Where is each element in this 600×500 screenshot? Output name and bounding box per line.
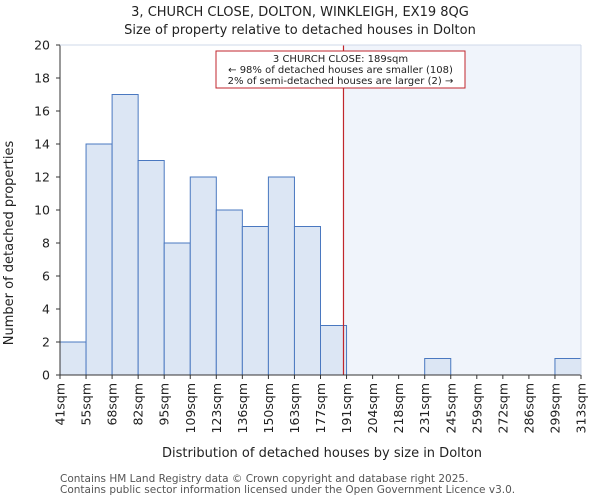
x-tick-label: 259sqm [469,383,484,433]
x-tick-label: 245sqm [443,383,458,433]
bar-123sqm [215,209,243,376]
annotation-box [215,50,466,89]
y-tick-label: 0 [42,368,50,383]
x-tick-label: 123sqm [209,383,224,433]
bar-95sqm [163,242,191,376]
x-tick-label: 204sqm [365,383,380,433]
y-axis-label: Number of detached properties [2,141,17,346]
y-tick-label: 14 [34,137,50,152]
footer-line-2: Contains public sector information licen… [60,484,516,496]
x-tick-label: 55sqm [79,383,94,426]
x-tick-label: 82sqm [131,383,146,426]
y-tick-label: 2 [42,335,50,350]
bar-136sqm [241,226,269,376]
x-tick-label: 191sqm [339,383,354,433]
x-tick-label: 109sqm [183,383,198,433]
x-tick-label: 150sqm [261,383,276,433]
y-tick-label: 12 [34,170,50,185]
chart-subtitle: Size of property relative to detached ho… [124,23,476,38]
bar-68sqm [111,94,139,376]
x-tick-label: 231sqm [417,383,432,433]
x-tick-label: 68sqm [105,383,120,426]
footer-line-1: Contains HM Land Registry data © Crown c… [60,473,469,485]
bar-82sqm [137,160,165,376]
bar-231sqm [424,358,452,376]
y-tick-label: 6 [42,269,50,284]
bar-55sqm [85,143,113,376]
x-tick-label: 286sqm [521,383,536,433]
bar-177sqm [320,325,348,376]
x-tick-label: 218sqm [391,383,406,433]
annotation-line-3: 2% of semi-detached houses are larger (2… [228,76,454,87]
x-tick-label: 177sqm [313,383,328,433]
y-tick-label: 16 [34,104,50,119]
annotation-line-2: ← 98% of detached houses are smaller (10… [228,65,453,76]
bar-299sqm [554,358,582,376]
y-tick-label: 18 [34,71,50,86]
y-tick-label: 8 [42,236,50,251]
chart-title: 3, CHURCH CLOSE, DOLTON, WINKLEIGH, EX19… [131,5,469,20]
y-tick-label: 4 [42,302,50,317]
annotation-line-1: 3 CHURCH CLOSE: 189sqm [273,54,408,65]
x-tick-label: 41sqm [53,383,68,426]
bar-163sqm [293,226,322,376]
bar-150sqm [267,176,295,376]
x-tick-label: 299sqm [547,383,562,433]
bar-41sqm [59,341,87,376]
x-axis-label: Distribution of detached houses by size … [162,446,482,461]
x-tick-label: 313sqm [574,383,589,433]
x-tick-label: 136sqm [235,383,250,433]
x-tick-label: 95sqm [157,383,172,426]
x-tick-label: 272sqm [495,383,510,433]
x-tick-label: 163sqm [287,383,302,433]
highlight-region [343,45,581,375]
y-tick-label: 10 [34,203,50,218]
y-tick-label: 20 [34,38,50,53]
bar-109sqm [189,176,217,376]
